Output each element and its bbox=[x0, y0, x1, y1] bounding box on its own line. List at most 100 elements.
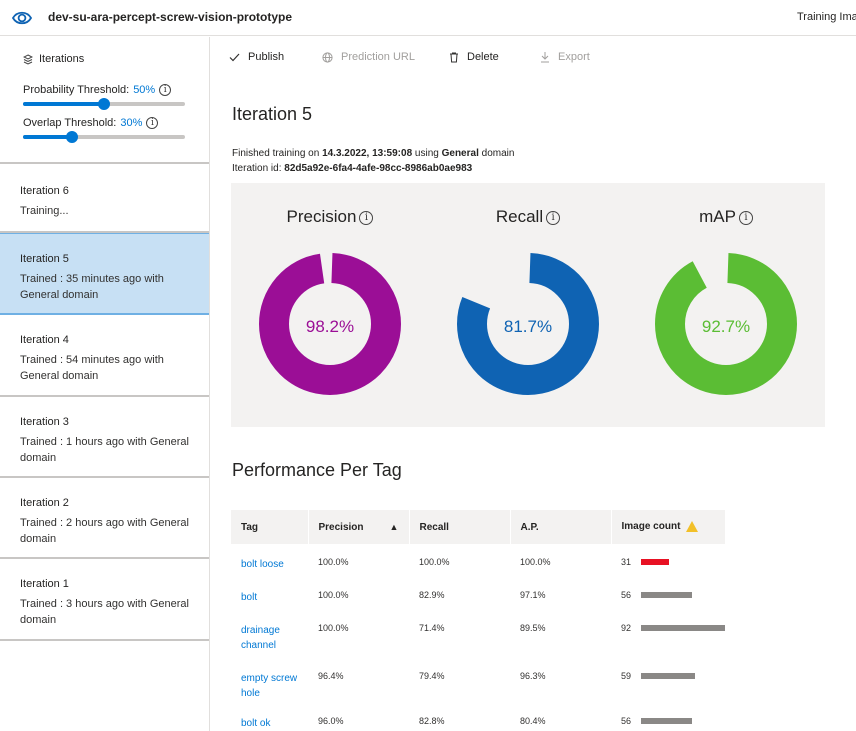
column-header-label: A.P. bbox=[520, 521, 539, 533]
map-value: 92.7% bbox=[701, 317, 751, 336]
recall-metric: Recall i 81.7% bbox=[429, 183, 627, 427]
image-count-cell: 59 bbox=[611, 660, 725, 708]
column-header-tag[interactable]: Tag bbox=[231, 510, 309, 544]
checkmark-icon bbox=[229, 53, 240, 61]
iteration-title: Iteration 3 bbox=[20, 416, 69, 428]
metrics-panel: Precision i 98.2% Recall i 81.7% mAP i 92.7… bbox=[231, 183, 825, 427]
info-icon[interactable]: i bbox=[546, 210, 561, 225]
iteration-item-4[interactable]: Iteration 4 Trained : 54 minutes ago wit… bbox=[0, 315, 209, 397]
table-header-row: Tag Precision ▲ Recall A.P. Image count bbox=[231, 510, 726, 544]
recall-donut-arc bbox=[457, 253, 599, 395]
iteration-item-1[interactable]: Iteration 1 Trained : 3 hours ago with G… bbox=[0, 559, 209, 641]
column-header-precision[interactable]: Precision ▲ bbox=[308, 510, 410, 544]
table-row: bolt ok 96.0% 82.8% 80.4% 56 bbox=[231, 708, 725, 731]
metric-label-text: Precision bbox=[286, 207, 357, 226]
iteration-status: Training... bbox=[20, 205, 69, 217]
iteration-item-3[interactable]: Iteration 3 Trained : 1 hours ago with G… bbox=[0, 397, 209, 478]
trash-icon bbox=[450, 52, 458, 62]
iteration-item-5[interactable]: Iteration 5 Trained : 35 minutes ago wit… bbox=[0, 233, 209, 315]
recall-cell: 100.0% bbox=[419, 557, 450, 567]
map-donut bbox=[655, 253, 797, 395]
export-button[interactable]: Export bbox=[540, 51, 590, 63]
tag-link[interactable]: bolt bbox=[241, 592, 258, 603]
tag-link[interactable]: drainage channel bbox=[241, 625, 280, 651]
precision-cell: 100.0% bbox=[318, 557, 349, 567]
precision-cell: 100.0% bbox=[318, 623, 349, 633]
precision-cell: 96.4% bbox=[318, 671, 344, 681]
info-icon[interactable]: i bbox=[146, 117, 159, 129]
eye-logo-icon bbox=[11, 11, 33, 25]
map-donut-arc bbox=[655, 253, 797, 395]
image-count-value: 56 bbox=[621, 590, 632, 600]
layers-icon bbox=[23, 53, 33, 65]
recall-value: 81.7% bbox=[503, 317, 553, 336]
publish-button[interactable]: Publish bbox=[229, 51, 284, 63]
iteration-item-2[interactable]: Iteration 2 Trained : 2 hours ago with G… bbox=[0, 478, 209, 559]
iteration-item-6[interactable]: Iteration 6 Training... bbox=[0, 166, 209, 233]
globe-icon bbox=[322, 51, 333, 63]
probability-threshold-text: Probability Threshold: bbox=[23, 84, 130, 96]
iteration-title: Iteration 2 bbox=[20, 497, 69, 509]
iteration-id-value: 82d5a92e-6fa4-4afe-98cc-8986ab0ae983 bbox=[284, 163, 473, 174]
iteration-heading: Iteration 5 bbox=[232, 104, 313, 124]
column-header-recall[interactable]: Recall bbox=[409, 510, 511, 544]
column-header-label: Precision bbox=[318, 521, 364, 533]
warning-icon[interactable] bbox=[686, 521, 699, 533]
image-count-cell: 56 bbox=[611, 708, 725, 731]
precision-label: Precision i bbox=[231, 207, 429, 227]
ap-cell: 89.5% bbox=[520, 623, 546, 633]
image-count-cell: 92 bbox=[611, 612, 726, 660]
info-icon[interactable]: i bbox=[359, 210, 374, 225]
project-name[interactable]: dev-su-ara-percept-screw-vision-prototyp… bbox=[48, 10, 293, 24]
recall-cell: 82.9% bbox=[419, 590, 445, 600]
image-count-bar bbox=[641, 592, 693, 598]
info-icon[interactable]: i bbox=[738, 210, 753, 225]
metric-label-text: mAP bbox=[699, 207, 736, 226]
overlap-threshold-text: Overlap Threshold: bbox=[23, 117, 117, 129]
slider-handle[interactable] bbox=[65, 131, 78, 143]
recall-cell: 79.4% bbox=[419, 671, 445, 681]
tag-link[interactable]: bolt loose bbox=[241, 559, 284, 570]
column-header-ap[interactable]: A.P. bbox=[510, 510, 612, 544]
ap-cell: 97.1% bbox=[520, 590, 546, 600]
tag-link[interactable]: empty screw hole bbox=[241, 673, 298, 699]
probability-threshold-value: 50% bbox=[133, 84, 156, 96]
slider-handle[interactable] bbox=[98, 98, 110, 110]
table-row: bolt loose 100.0% 100.0% 100.0% 31 bbox=[231, 544, 725, 578]
prediction-url-label: Prediction URL bbox=[341, 51, 415, 63]
info-icon[interactable]: i bbox=[159, 84, 172, 96]
overlap-threshold-slider[interactable] bbox=[23, 131, 185, 143]
iteration-status: Trained : 1 hours ago with General domai… bbox=[20, 436, 189, 464]
table-row: drainage channel 100.0% 71.4% 89.5% 92 bbox=[231, 612, 726, 660]
training-images-tab[interactable]: Training Ima bbox=[797, 11, 856, 23]
iteration-title: Iteration 5 bbox=[20, 253, 69, 265]
command-toolbar: Publish Prediction URL Delete Export bbox=[211, 37, 856, 79]
prediction-url-button[interactable]: Prediction URL bbox=[322, 51, 415, 63]
sort-ascending-icon[interactable]: ▲ bbox=[389, 521, 399, 532]
column-header-image-count[interactable]: Image count bbox=[611, 510, 726, 544]
delete-button[interactable]: Delete bbox=[449, 51, 499, 63]
sidebar-title: Iterations bbox=[23, 53, 84, 65]
publish-label: Publish bbox=[248, 51, 285, 63]
image-count-value: 56 bbox=[621, 716, 632, 726]
precision-metric: Precision i 98.2% bbox=[231, 183, 429, 427]
column-header-label: Recall bbox=[419, 521, 449, 533]
performance-per-tag-heading: Performance Per Tag bbox=[232, 460, 402, 480]
image-count-value: 92 bbox=[621, 623, 632, 633]
iteration-status: Trained : 3 hours ago with General domai… bbox=[20, 598, 189, 626]
performance-table: Tag Precision ▲ Recall A.P. Image count b… bbox=[231, 510, 726, 731]
domain-name: General bbox=[441, 148, 479, 159]
probability-threshold-slider[interactable] bbox=[23, 98, 185, 110]
iteration-title: Iteration 6 bbox=[20, 185, 69, 197]
tag-link[interactable]: bolt ok bbox=[241, 718, 271, 729]
probability-threshold-label: Probability Threshold: 50% i bbox=[23, 84, 172, 96]
precision-value: 98.2% bbox=[305, 317, 355, 336]
column-header-label: Image count bbox=[621, 521, 681, 533]
finished-prefix: Finished training on bbox=[232, 148, 320, 159]
iteration-status: Trained : 2 hours ago with General domai… bbox=[20, 517, 189, 545]
image-count-bar bbox=[641, 625, 726, 631]
domain-suffix: domain bbox=[481, 148, 515, 159]
precision-cell: 96.0% bbox=[318, 716, 344, 726]
overlap-threshold-label: Overlap Threshold: 30% i bbox=[23, 117, 159, 129]
iterations-sidebar: Iterations Probability Threshold: 50% i … bbox=[0, 37, 210, 731]
